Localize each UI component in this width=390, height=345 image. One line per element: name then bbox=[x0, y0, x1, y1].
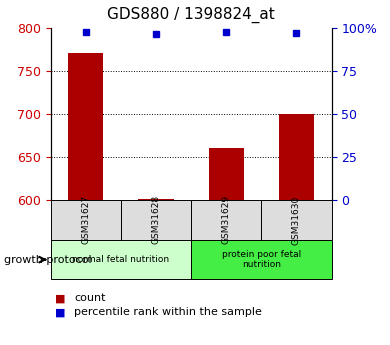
Text: percentile rank within the sample: percentile rank within the sample bbox=[74, 307, 262, 317]
Text: GSM31628: GSM31628 bbox=[151, 195, 161, 245]
Text: growth protocol: growth protocol bbox=[4, 255, 92, 265]
Text: protein poor fetal
nutrition: protein poor fetal nutrition bbox=[222, 250, 301, 269]
Text: GSM31627: GSM31627 bbox=[81, 195, 90, 245]
Text: ■: ■ bbox=[55, 294, 65, 303]
Title: GDS880 / 1398824_at: GDS880 / 1398824_at bbox=[107, 7, 275, 23]
Bar bbox=[209, 148, 244, 200]
Text: normal fetal nutrition: normal fetal nutrition bbox=[72, 255, 170, 264]
Text: GSM31630: GSM31630 bbox=[292, 195, 301, 245]
Bar bbox=[279, 114, 314, 200]
Bar bbox=[68, 53, 103, 200]
Text: GSM31629: GSM31629 bbox=[222, 195, 231, 245]
Text: ■: ■ bbox=[55, 307, 65, 317]
Bar bbox=[138, 199, 174, 200]
Text: count: count bbox=[74, 294, 106, 303]
